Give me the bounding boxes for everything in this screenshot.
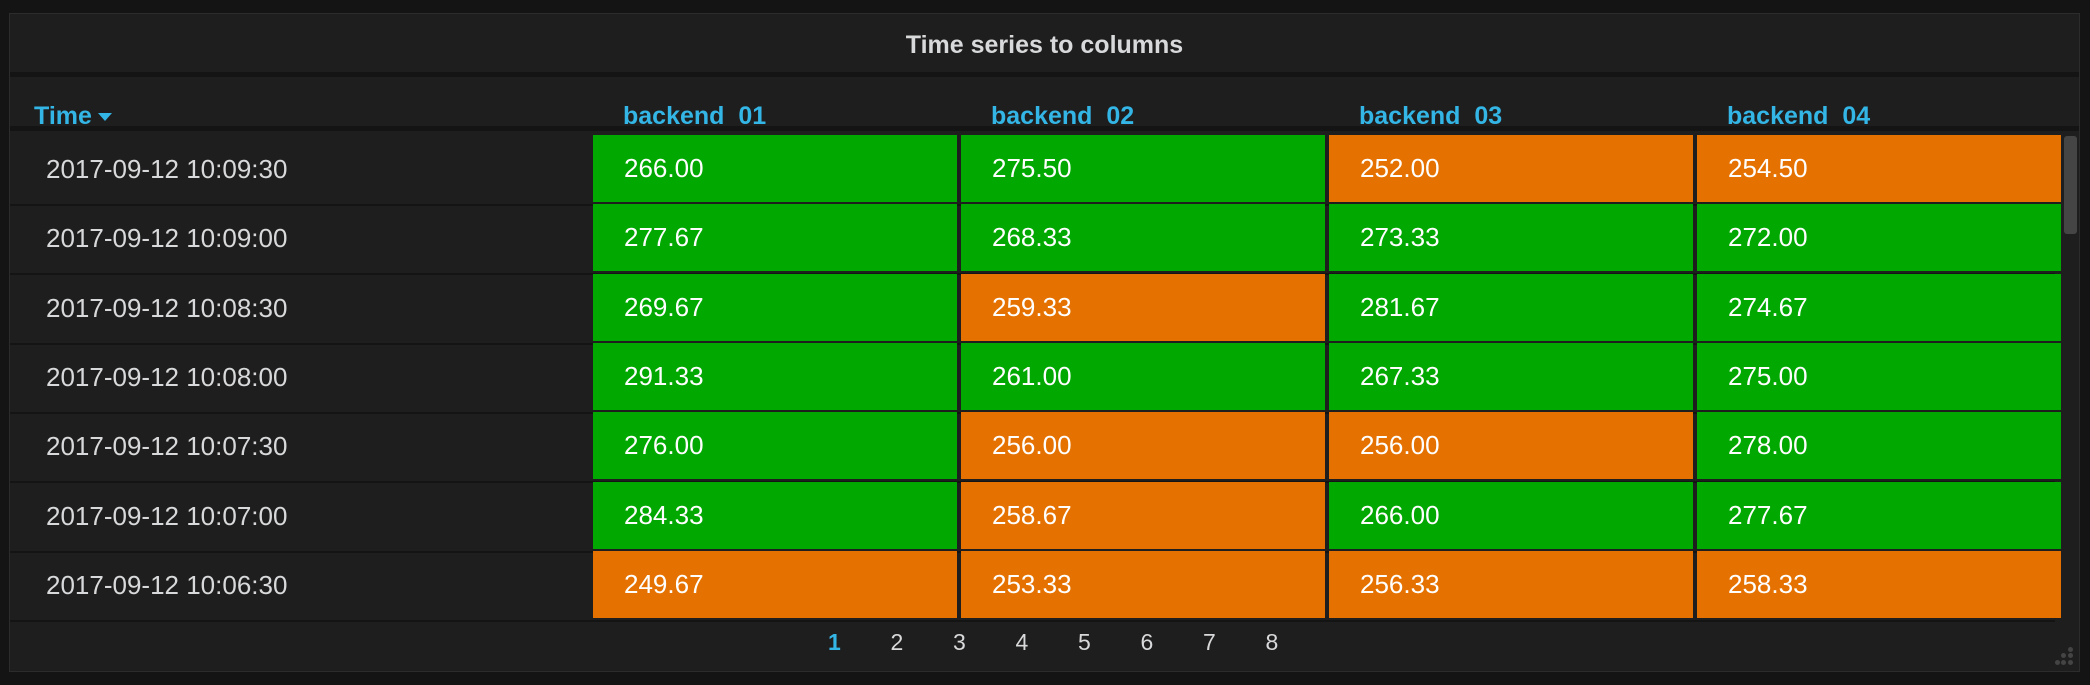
scrollbar[interactable]: [2064, 136, 2077, 234]
page-link-3[interactable]: 3: [953, 629, 966, 655]
divider: [10, 72, 2079, 77]
value-cell: 253.33: [961, 550, 1325, 618]
time-cell: 2017-09-12 10:07:30: [46, 431, 288, 462]
table-row: 2017-09-12 10:07:00 284.33 258.67 266.00 277…: [10, 481, 2061, 553]
value-cell: 266.00: [1329, 481, 1693, 549]
time-cell: 2017-09-12 10:07:00: [46, 500, 288, 531]
column-header-label: Time: [34, 102, 92, 130]
divider: [10, 126, 2079, 131]
value-cell: 256.00: [961, 412, 1325, 480]
time-cell: 2017-09-12 10:08:00: [46, 361, 288, 392]
value-cell: 258.67: [961, 481, 1325, 549]
value-cell: 256.33: [1329, 550, 1693, 618]
table-row: 2017-09-12 10:09:30 266.00 275.50 252.00 254…: [10, 135, 2061, 206]
value-cell: 258.33: [1697, 550, 2061, 618]
page-link-6[interactable]: 6: [1140, 629, 1154, 655]
value-cell: 274.67: [1697, 273, 2061, 341]
time-cell: 2017-09-12 10:08:30: [46, 292, 288, 323]
table-row: 2017-09-12 10:09:00 277.67 268.33 273.33 272…: [10, 204, 2061, 276]
value-cell: 254.50: [1697, 135, 2061, 202]
column-header-time[interactable]: Time: [34, 102, 112, 131]
time-cell: 2017-09-12 10:09:30: [46, 154, 288, 184]
table-row: 2017-09-12 10:08:30 269.67 259.33 281.67 274…: [10, 273, 2061, 345]
time-cell: 2017-09-12 10:09:00: [46, 223, 288, 254]
column-header-backend-04[interactable]: backend_04: [1727, 102, 1871, 130]
time-cell: 2017-09-12 10:06:30: [46, 569, 288, 600]
column-header-backend-02[interactable]: backend_02: [991, 102, 1135, 130]
caret-down-icon: [97, 113, 112, 122]
resize-handle-icon[interactable]: [2055, 647, 2073, 665]
value-cell: 277.67: [593, 204, 957, 272]
value-cell: 249.67: [593, 550, 957, 618]
page-link-4[interactable]: 4: [1015, 629, 1029, 655]
column-header-backend-01[interactable]: backend_01: [623, 102, 767, 130]
value-cell: 291.33: [593, 342, 957, 410]
value-cell: 276.00: [593, 412, 957, 480]
value-cell: 266.00: [593, 135, 957, 202]
row-divider: [10, 619, 2055, 622]
value-cell: 277.67: [1697, 481, 2061, 549]
value-cell: 284.33: [593, 481, 957, 549]
panel-title[interactable]: Time series to columns: [905, 31, 1184, 59]
value-cell: 273.33: [1329, 204, 1693, 272]
column-header-backend-03[interactable]: backend_03: [1359, 102, 1503, 130]
value-cell: 281.67: [1329, 273, 1693, 341]
value-cell: 256.00: [1329, 412, 1693, 480]
value-cell: 252.00: [1329, 135, 1693, 202]
table-row: 2017-09-12 10:07:30 276.00 256.00 256.00 278…: [10, 412, 2061, 484]
value-cell: 278.00: [1697, 412, 2061, 480]
value-cell: 269.67: [593, 273, 957, 341]
table-panel: Time series to columns Time backend_01 b…: [9, 13, 2080, 672]
value-cell: 267.33: [1329, 342, 1693, 410]
page-link-2[interactable]: 2: [890, 629, 904, 655]
page-link-5[interactable]: 5: [1078, 629, 1091, 655]
table-row: 2017-09-12 10:06:30 249.67 253.33 256.33 258…: [10, 550, 2061, 622]
value-cell: 259.33: [961, 273, 1325, 341]
value-cell: 261.00: [961, 342, 1325, 410]
page-link-7[interactable]: 7: [1203, 629, 1216, 655]
page-link-8[interactable]: 8: [1265, 629, 1279, 655]
value-cell: 268.33: [961, 204, 1325, 272]
table-row: 2017-09-12 10:08:00 291.33 261.00 267.33 275…: [10, 342, 2061, 414]
value-cell: 275.50: [961, 135, 1325, 202]
value-cell: 272.00: [1697, 204, 2061, 272]
value-cell: 275.00: [1697, 342, 2061, 410]
page-link-1[interactable]: 1: [828, 629, 841, 655]
